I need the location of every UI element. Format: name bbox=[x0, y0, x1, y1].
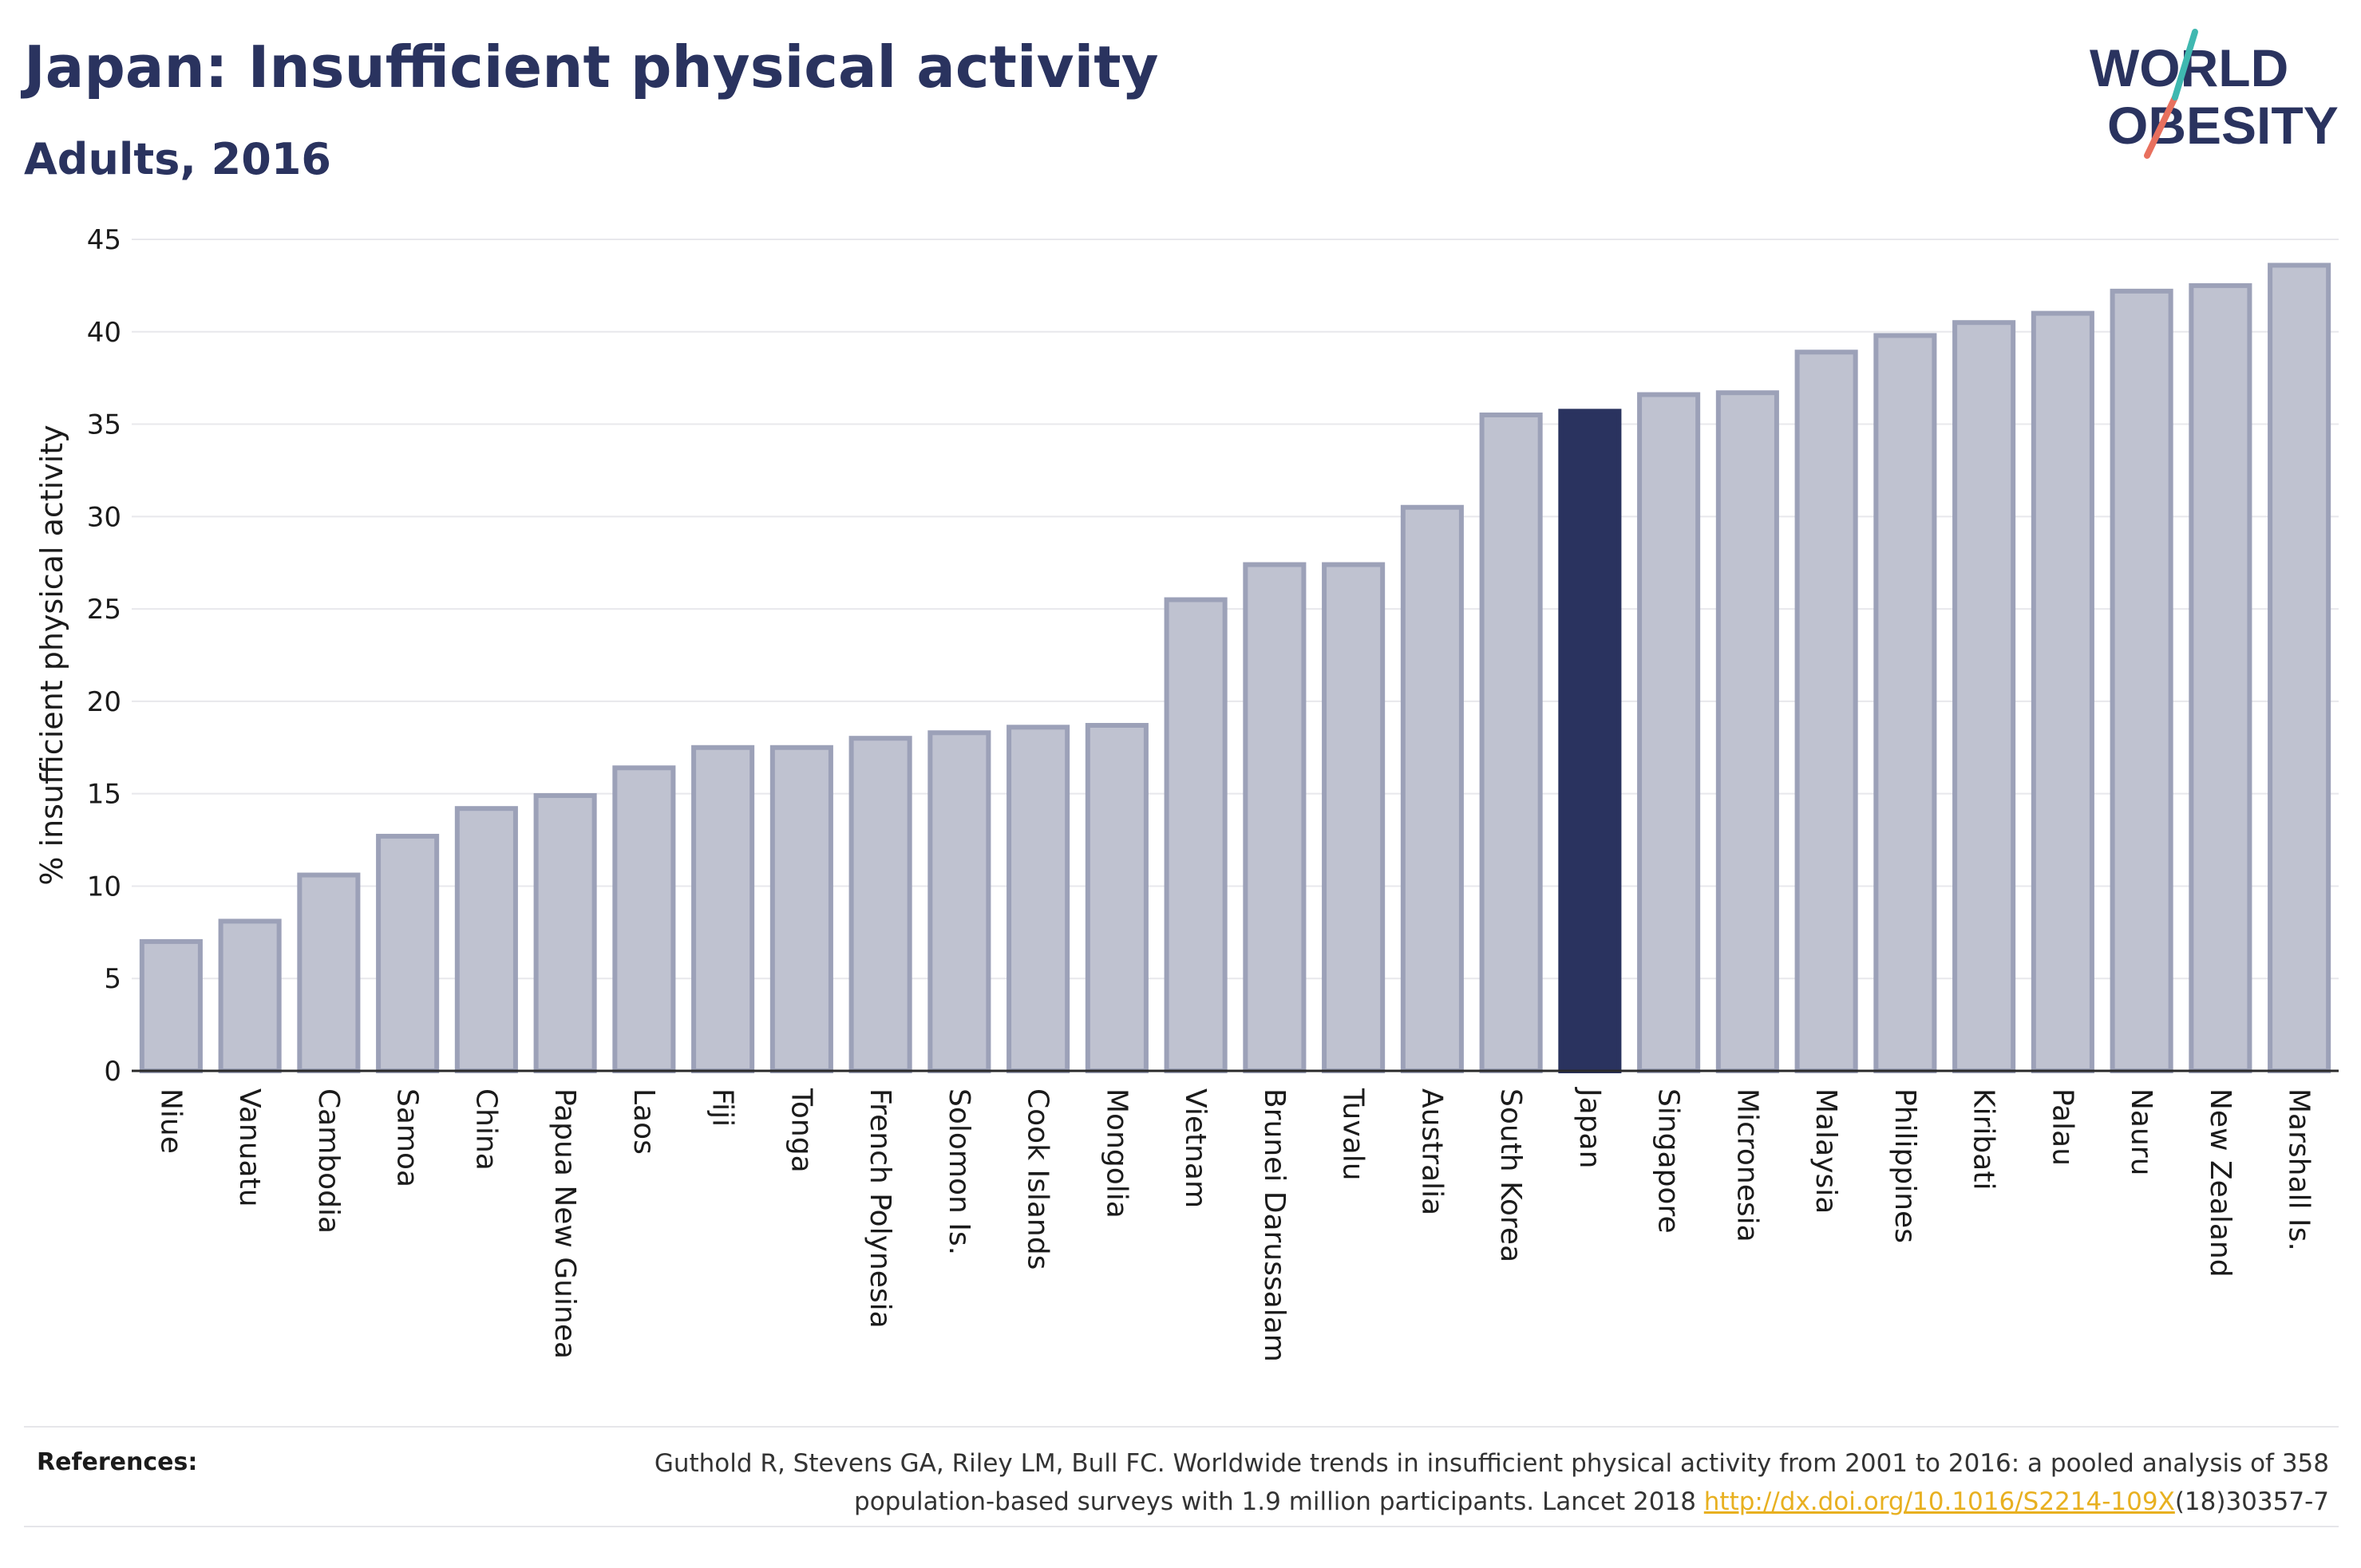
y-tick-label: 20 bbox=[87, 686, 121, 718]
bar-Philippines bbox=[1873, 333, 1937, 1073]
y-tick-label: 40 bbox=[87, 317, 121, 349]
bar-Japan bbox=[1558, 409, 1622, 1073]
world-obesity-logo: WORLD OBESITY bbox=[2090, 29, 2339, 159]
x-tick-label: Marshall Is. bbox=[2283, 1088, 2316, 1251]
x-tick-label: Samoa bbox=[391, 1088, 424, 1187]
bar-Nauru bbox=[2110, 288, 2173, 1073]
bar-Vanuatu bbox=[218, 918, 282, 1073]
y-tick-label: 45 bbox=[87, 224, 121, 256]
bar-Australia bbox=[1400, 504, 1464, 1073]
x-tick-label: Palau bbox=[2046, 1088, 2078, 1166]
y-tick-label: 0 bbox=[104, 1056, 121, 1088]
bar-Cambodia bbox=[297, 872, 361, 1074]
references-bottom-rule bbox=[24, 1526, 2339, 1527]
x-tick-label: Papua New Guinea bbox=[548, 1088, 581, 1359]
chart-title: Japan: Insufficient physical activity bbox=[24, 34, 1159, 101]
x-tick-label: Brunei Darussalam bbox=[1258, 1088, 1291, 1362]
references-label: References: bbox=[37, 1448, 198, 1476]
bar-Micronesia bbox=[1715, 390, 1779, 1073]
bar-Tonga bbox=[769, 745, 833, 1073]
x-tick-label: Vietnam bbox=[1179, 1088, 1212, 1208]
x-tick-label: French Polynesia bbox=[864, 1088, 896, 1329]
y-tick-label: 15 bbox=[87, 779, 121, 811]
x-tick-label: Kiribati bbox=[1968, 1088, 2000, 1190]
y-tick-label: 30 bbox=[87, 501, 121, 533]
y-tick-label: 5 bbox=[104, 963, 121, 995]
bar-Laos bbox=[612, 765, 676, 1073]
logo-line2: OBESITY bbox=[2107, 96, 2339, 155]
bar-South Korea bbox=[1479, 412, 1543, 1073]
x-tick-label: Cook Islands bbox=[1022, 1088, 1054, 1270]
x-tick-label: South Korea bbox=[1494, 1088, 1527, 1262]
bar-Singapore bbox=[1637, 392, 1701, 1073]
x-tick-label: Nauru bbox=[2125, 1088, 2157, 1175]
x-tick-label: Malaysia bbox=[1809, 1088, 1842, 1214]
reference-line-2-prefix: population-based surveys with 1.9 millio… bbox=[854, 1487, 1704, 1516]
x-tick-label: China bbox=[469, 1088, 502, 1171]
x-tick-label: Japan bbox=[1573, 1087, 1606, 1168]
y-axis-title: % insufficient physical activity bbox=[34, 425, 69, 885]
bar-French Polynesia bbox=[848, 736, 912, 1073]
bar-New Zealand bbox=[2189, 282, 2252, 1073]
reference-line-2: population-based surveys with 1.9 millio… bbox=[493, 1483, 2329, 1521]
logo-slash-teal bbox=[2172, 29, 2198, 101]
bar-Marshall Is. bbox=[2268, 263, 2331, 1073]
bar-Malaysia bbox=[1794, 350, 1858, 1073]
x-tick-label: Micronesia bbox=[1730, 1088, 1763, 1242]
x-tick-label: Mongolia bbox=[1100, 1088, 1133, 1218]
bar-chart: 0 5 10 15 20 25 30 35 40 45 % insufficient physica… bbox=[34, 224, 2339, 1362]
x-tick-label: Laos bbox=[627, 1088, 660, 1155]
y-tick-label: 35 bbox=[87, 409, 121, 441]
reference-line-1: Guthold R, Stevens GA, Riley LM, Bull FC… bbox=[654, 1449, 2329, 1478]
x-tick-label: Singapore bbox=[1652, 1088, 1685, 1234]
x-tick-label: Solomon Is. bbox=[943, 1088, 975, 1255]
x-tick-label: Philippines bbox=[1888, 1088, 1921, 1243]
bar-Kiribati bbox=[1952, 320, 2016, 1073]
y-tick-label: 10 bbox=[87, 871, 121, 902]
x-tick-label: Australia bbox=[1415, 1088, 1448, 1215]
bar-Vietnam bbox=[1164, 597, 1228, 1073]
bar-Samoa bbox=[376, 833, 440, 1073]
bar-Cook Islands bbox=[1006, 725, 1070, 1073]
bar-Niue bbox=[139, 938, 203, 1074]
x-tick-label: Vanuatu bbox=[233, 1088, 266, 1207]
bar-Brunei Darussalam bbox=[1243, 562, 1307, 1073]
reference-doi-link[interactable]: http://dx.doi.org/10.1016/S2214-109X bbox=[1703, 1487, 2175, 1516]
references-top-rule bbox=[24, 1426, 2339, 1428]
bar-Papua New Guinea bbox=[533, 792, 597, 1074]
x-tick-label: Fiji bbox=[706, 1088, 739, 1127]
x-tick-label: Tonga bbox=[785, 1088, 817, 1173]
references-text: Guthold R, Stevens GA, Riley LM, Bull FC… bbox=[493, 1444, 2329, 1521]
x-tick-label: New Zealand bbox=[2204, 1088, 2236, 1278]
x-tick-label: Niue bbox=[154, 1088, 187, 1154]
bar-Fiji bbox=[691, 745, 755, 1073]
reference-line-2-suffix: (18)30357-7 bbox=[2174, 1487, 2329, 1516]
bar-Solomon Is. bbox=[927, 730, 991, 1074]
x-tick-label: Cambodia bbox=[312, 1088, 345, 1234]
bar-Mongolia bbox=[1085, 722, 1149, 1073]
chart-subtitle: Adults, 2016 bbox=[24, 134, 331, 184]
logo-slash-red bbox=[2144, 94, 2178, 159]
bar-Palau bbox=[2031, 310, 2094, 1074]
bar-China bbox=[454, 806, 518, 1073]
x-tick-label: Tuvalu bbox=[1337, 1088, 1370, 1181]
y-tick-label: 25 bbox=[87, 594, 121, 626]
bar-Tuvalu bbox=[1322, 562, 1386, 1073]
